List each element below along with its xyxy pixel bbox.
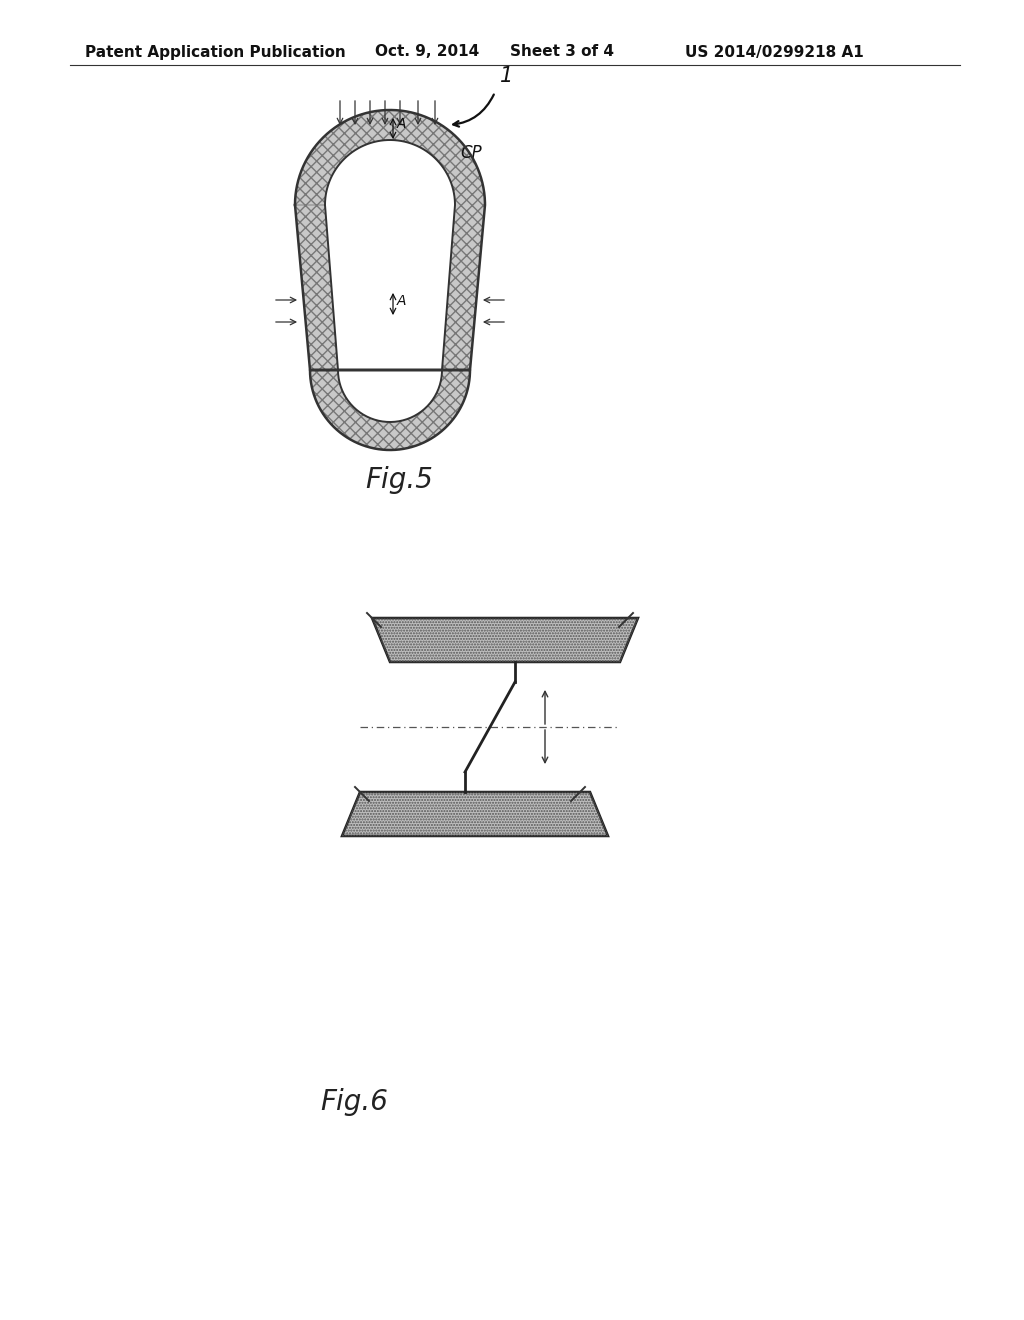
Text: Patent Application Publication: Patent Application Publication [85, 45, 346, 59]
Text: A: A [397, 294, 407, 308]
Text: 1: 1 [500, 66, 513, 86]
Text: Fig.5: Fig.5 [365, 466, 433, 494]
Text: CP: CP [460, 144, 481, 162]
Polygon shape [372, 618, 638, 663]
Text: A: A [397, 117, 407, 131]
Polygon shape [342, 792, 608, 836]
Text: Oct. 9, 2014: Oct. 9, 2014 [375, 45, 479, 59]
Text: US 2014/0299218 A1: US 2014/0299218 A1 [685, 45, 864, 59]
Text: Sheet 3 of 4: Sheet 3 of 4 [510, 45, 614, 59]
Text: Fig.6: Fig.6 [319, 1088, 388, 1115]
Polygon shape [295, 110, 485, 450]
